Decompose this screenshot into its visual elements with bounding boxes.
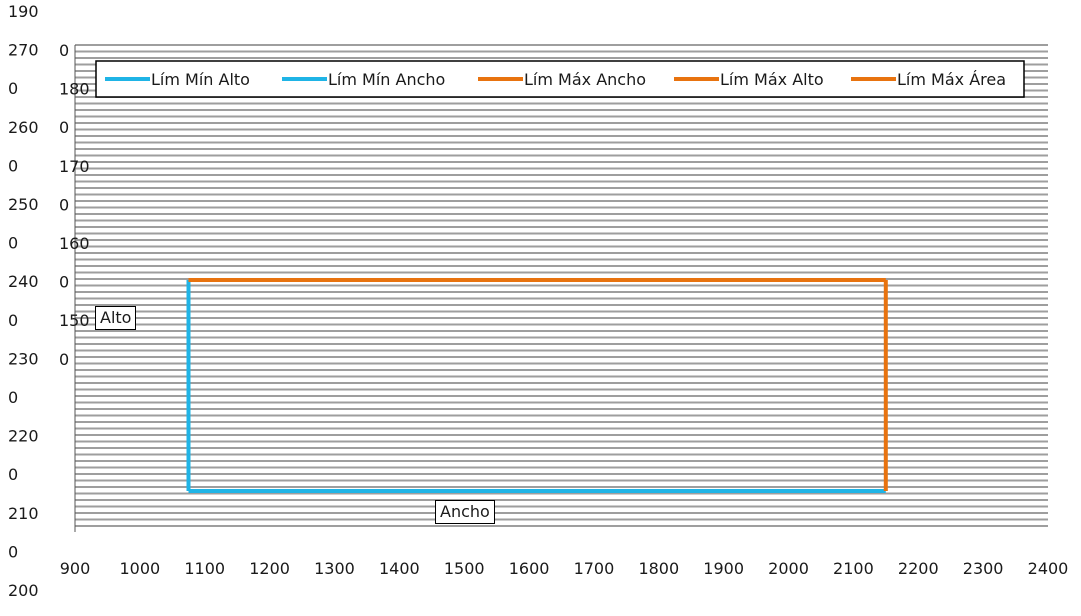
x-tick-label: 1000	[120, 559, 161, 578]
legend-label: Lím Máx Área	[897, 70, 1006, 89]
y-tick-label: 240	[8, 272, 39, 291]
y-tick-label: 220	[8, 427, 39, 446]
x-tick-label: 900	[60, 559, 91, 578]
x-tick-label: 1400	[379, 559, 420, 578]
y-tick-label-inner: 0	[59, 118, 69, 137]
legend-label: Lím Máx Alto	[720, 70, 824, 89]
x-axis-title: Ancho	[435, 500, 495, 524]
legend-label: Lím Mín Alto	[151, 70, 250, 89]
y-tick-label: 260	[8, 118, 39, 137]
y-tick-label: 0	[8, 311, 18, 330]
x-tick-label: 1600	[509, 559, 550, 578]
grid-lines	[74, 44, 1048, 532]
y-tick-label-inner: 180	[59, 80, 90, 99]
y-tick-label: 0	[8, 465, 18, 484]
x-tick-label: 1900	[703, 559, 744, 578]
x-tick-label: 1100	[184, 559, 225, 578]
y-tick-label: 0	[8, 234, 18, 253]
x-tick-label: 2200	[898, 559, 939, 578]
x-tick-label: 2000	[768, 559, 809, 578]
y-axis-ticks-left: 190 270 0 260 0 250 0 240 0 230 0 220 0 210 0 200	[8, 2, 39, 600]
y-axis-title: Alto	[95, 306, 137, 330]
y-tick-label-inner: 150	[59, 311, 90, 330]
y-tick-label: 230	[8, 349, 39, 368]
x-tick-label: 2100	[833, 559, 874, 578]
y-tick-label: 0	[8, 388, 18, 407]
x-tick-label: 2300	[963, 559, 1004, 578]
x-tick-label: 1700	[574, 559, 615, 578]
x-tick-label: 1500	[444, 559, 485, 578]
y-tick-label: 250	[8, 195, 39, 214]
series-lines	[186, 278, 888, 493]
y-tick-label-inner: 170	[59, 157, 90, 176]
y-tick-label-inner: 0	[59, 195, 69, 214]
y-tick-label-inner: 160	[59, 234, 90, 253]
y-tick-label: 270	[8, 41, 39, 60]
y-tick-label: 200	[8, 581, 39, 600]
x-tick-label: 1300	[314, 559, 355, 578]
y-tick-label: 210	[8, 504, 39, 523]
legend: Lím Mín Alto Lím Mín Ancho Lím Máx Ancho Lí…	[95, 60, 1025, 98]
y-tick-label: 0	[8, 156, 18, 175]
y-tick-label-inner: 0	[59, 273, 69, 292]
legend-label: Lím Máx Ancho	[524, 70, 646, 89]
y-tick-label: 0	[8, 79, 18, 98]
y-tick-label-inner: 0	[59, 350, 69, 369]
x-tick-label: 1800	[638, 559, 679, 578]
x-tick-label: 1200	[249, 559, 290, 578]
legend-label: Lím Mín Ancho	[328, 70, 445, 89]
y-axis-ticks-inner: 0 180 0 170 0 160 0 150 0	[59, 41, 90, 369]
y-tick-label: 190	[8, 2, 39, 21]
x-tick-label: 2400	[1028, 559, 1069, 578]
x-axis-ticks: 900 1000 1100 1200 1300 1400 1500 1600 1700 1800 1…	[60, 559, 1069, 578]
y-tick-label: 0	[8, 542, 18, 561]
y-tick-label-inner: 0	[59, 41, 69, 60]
